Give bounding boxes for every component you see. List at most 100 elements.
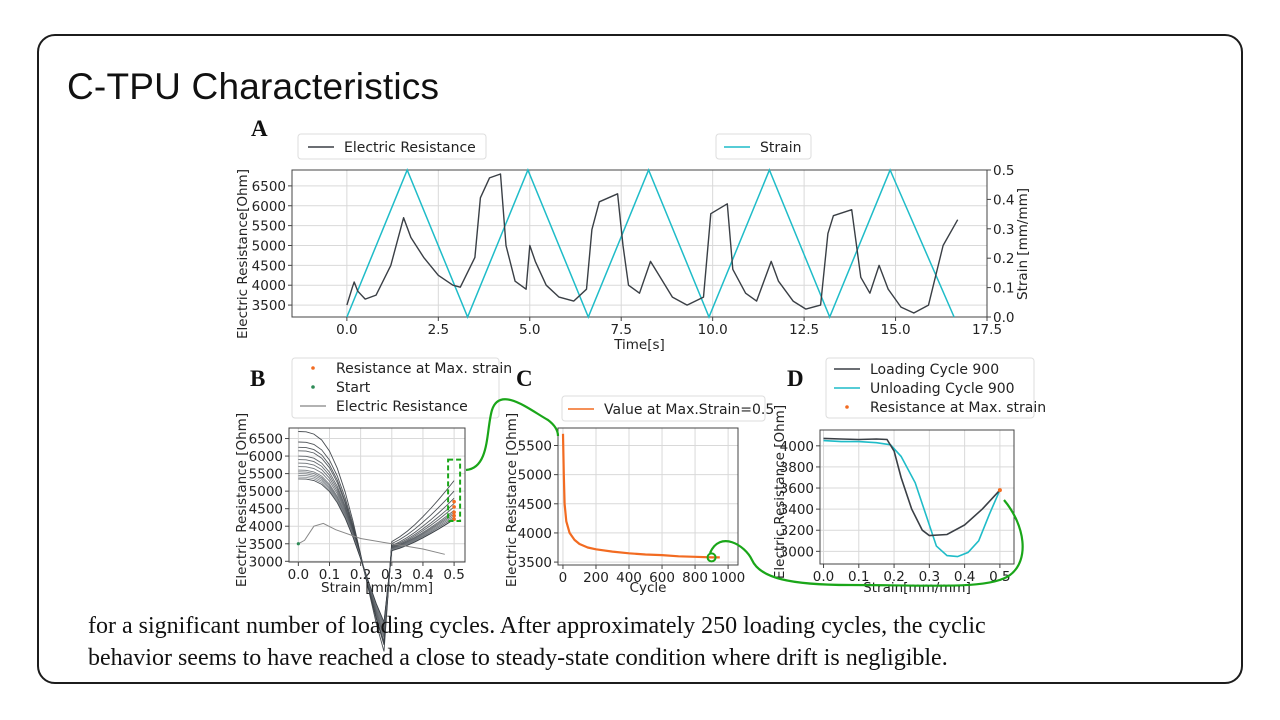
panel-b-xtick-label: 0.5 [443, 567, 464, 583]
panel-d-legend-loading-label: Loading Cycle 900 [870, 362, 999, 378]
panel-a-ytick-label: 5500 [252, 219, 286, 235]
panel-a-xtick-label: 5.0 [519, 322, 540, 338]
panel-c-legend [561, 395, 766, 422]
panel-a-xtick-label: 12.5 [789, 322, 819, 338]
panel-b-ytick-label: 6500 [249, 432, 283, 448]
panel-b-ytick-label: 4000 [249, 519, 283, 535]
panel-d-xtick-label: 0.2 [883, 569, 904, 585]
panel-d-legend [825, 357, 1035, 419]
panel-b-legend-max-strain-swatch [311, 366, 315, 370]
panel-d-ytick-label: 3400 [780, 502, 814, 518]
panel-d-ytick-label: 3600 [780, 481, 814, 497]
panel-d-xtick-label: 0.3 [919, 569, 940, 585]
panel-b-start-point [296, 542, 300, 546]
panel-b-ytick-label: 6000 [249, 449, 283, 465]
panel-c-highlight-circle [706, 552, 717, 563]
panel-a-ytick-label: 6000 [252, 199, 286, 215]
panel-b-ytick-label: 4500 [249, 502, 283, 518]
slide-title: C-TPU Characteristics [67, 66, 440, 107]
panel-a-ytick-right-label: 0.4 [993, 192, 1014, 208]
panel-c-xtick-label: 600 [649, 570, 675, 586]
panel-a-xtick-label: 7.5 [610, 322, 631, 338]
panel-c-legend-value-label: Value at Max.Strain=0.5 [604, 402, 774, 418]
panel-a-xtick-label: 15.0 [881, 322, 911, 338]
panel-a-resistance-line [346, 173, 959, 314]
panel-a-ytick-label: 3500 [252, 298, 286, 314]
panel-b-legend-resistance-label: Electric Resistance [336, 399, 468, 415]
panel-b-ytick-label: 3500 [249, 537, 283, 553]
panel-a-ytick-label: 5000 [252, 238, 286, 254]
panel-b-resistance-curve [298, 459, 455, 636]
slide-card [37, 34, 1243, 684]
panel-b-max-strain-point [452, 513, 456, 518]
panel-a-xtick-label: 2.5 [428, 322, 449, 338]
panel-a-legend-resistance-label: Electric Resistance [344, 140, 476, 156]
annotation-connector-c-to-d [708, 499, 1024, 587]
panel-b-xlabel: Strain [mm/mm] [321, 580, 433, 596]
panel-a-xtick-label: 17.5 [972, 322, 1002, 338]
panel-b-xtick-label: 0.1 [319, 567, 340, 583]
panel-b-ytick-label: 5000 [249, 484, 283, 500]
panel-b-letter: B [250, 366, 265, 391]
panel-d-ytick-label: 4000 [780, 439, 814, 455]
panel-b-resistance-curve [298, 455, 455, 638]
panel-c-xtick-label: 1000 [711, 570, 745, 586]
panel-b-resistance-curve [298, 476, 455, 624]
panel-a-ylabel: Electric Resistance[Ohm] [235, 169, 251, 339]
panel-b-max-strain-point [452, 505, 456, 509]
panel-d-xtick-label: 0.0 [813, 569, 834, 585]
panel-c-ylabel: Electric Resistance [Ohm] [504, 413, 520, 587]
panel-b-ytick-label: 3000 [249, 554, 283, 570]
panel-a-letter: A [251, 116, 268, 141]
panel-b-legend-start-swatch [311, 385, 315, 389]
caption: for a significant number of loading cycl… [88, 610, 1208, 674]
panel-b-resistance-curve [298, 478, 455, 624]
panel-a-strain-line [346, 168, 955, 319]
panel-a-ytick-label: 4500 [252, 258, 286, 274]
panel-d-ytick-label: 3000 [780, 544, 814, 560]
panel-a-ytick-label: 6500 [252, 179, 286, 195]
panel-c-xtick-label: 400 [616, 570, 642, 586]
panel-b-resistance-curve [298, 474, 455, 625]
panel-b-ytick-label: 5500 [249, 467, 283, 483]
panel-c-xtick-label: 200 [583, 570, 609, 586]
panel-c-value-line [561, 433, 720, 559]
panel-c-xtick-label: 800 [682, 570, 708, 586]
panel-b-legend-max-strain-label: Resistance at Max. strain [336, 361, 512, 377]
panel-c-frame [557, 427, 739, 566]
panel-c-ytick-label: 5000 [518, 468, 552, 484]
panel-a-legend-right [715, 133, 812, 160]
panel-b-legend [291, 357, 500, 419]
panel-a-xlabel: Time[s] [613, 337, 665, 353]
annotation-connector-b-to-c [465, 398, 560, 472]
panel-a-ytick-right-label: 0.3 [993, 222, 1014, 238]
panel-d-max-strain-point [997, 488, 1002, 493]
panel-b-xtick-label: 0.4 [412, 567, 433, 583]
panel-d-legend-unloading-label: Unloading Cycle 900 [870, 381, 1015, 397]
panel-a-xtick-label: 0.0 [336, 322, 357, 338]
panel-d-unloading-line [823, 439, 1001, 558]
panel-d-ytick-label: 3800 [780, 460, 814, 476]
panel-b-first-cycle [298, 522, 445, 555]
panel-c-ytick-label: 4500 [518, 497, 552, 513]
panel-b-resistance-curve [298, 466, 455, 630]
panel-a-ytick-right-label: 0.1 [993, 281, 1014, 297]
panel-b-resistance-curve [298, 450, 455, 642]
panel-d-legend-max-strain-swatch [845, 405, 849, 409]
panel-d-loading-line [823, 437, 1001, 537]
panel-d-legend-max-strain-label: Resistance at Max. strain [870, 400, 1046, 416]
panel-c-xtick-label: 0 [559, 570, 568, 586]
panel-d-frame [819, 429, 1015, 565]
panel-c-ytick-label: 4000 [518, 526, 552, 542]
panel-d-ytick-label: 3200 [780, 523, 814, 539]
panel-c-letter: C [516, 366, 533, 391]
panel-b-max-strain-point [452, 510, 456, 514]
panel-b-resistance-curve [298, 431, 455, 652]
panel-c-xlabel: Cycle [630, 580, 667, 596]
panel-b-xtick-label: 0.3 [381, 567, 402, 583]
panel-d-ylabel: Electric Resistance [Ohm] [772, 405, 788, 579]
panel-b-xtick-label: 0.0 [288, 567, 309, 583]
panel-b-frame [288, 427, 466, 563]
panel-a-legend-strain-label: Strain [760, 140, 801, 156]
